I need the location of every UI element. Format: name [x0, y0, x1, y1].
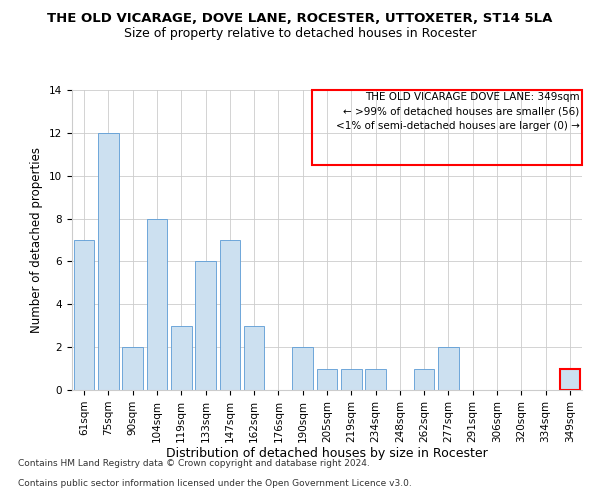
Bar — [341, 368, 362, 390]
Bar — [74, 240, 94, 390]
Bar — [171, 326, 191, 390]
Bar — [244, 326, 265, 390]
Bar — [560, 368, 580, 390]
Bar — [365, 368, 386, 390]
Bar — [98, 133, 119, 390]
Bar — [438, 347, 459, 390]
Bar — [414, 368, 434, 390]
Text: Size of property relative to detached houses in Rocester: Size of property relative to detached ho… — [124, 28, 476, 40]
Text: Contains HM Land Registry data © Crown copyright and database right 2024.: Contains HM Land Registry data © Crown c… — [18, 458, 370, 468]
Text: Contains public sector information licensed under the Open Government Licence v3: Contains public sector information licen… — [18, 478, 412, 488]
Bar — [317, 368, 337, 390]
Text: THE OLD VICARAGE DOVE LANE: 349sqm
← >99% of detached houses are smaller (56)
<1: THE OLD VICARAGE DOVE LANE: 349sqm ← >99… — [335, 92, 580, 131]
Bar — [195, 262, 216, 390]
Y-axis label: Number of detached properties: Number of detached properties — [31, 147, 43, 333]
Bar — [220, 240, 240, 390]
Bar — [146, 218, 167, 390]
Bar — [122, 347, 143, 390]
Bar — [292, 347, 313, 390]
X-axis label: Distribution of detached houses by size in Rocester: Distribution of detached houses by size … — [166, 448, 488, 460]
Text: THE OLD VICARAGE, DOVE LANE, ROCESTER, UTTOXETER, ST14 5LA: THE OLD VICARAGE, DOVE LANE, ROCESTER, U… — [47, 12, 553, 26]
